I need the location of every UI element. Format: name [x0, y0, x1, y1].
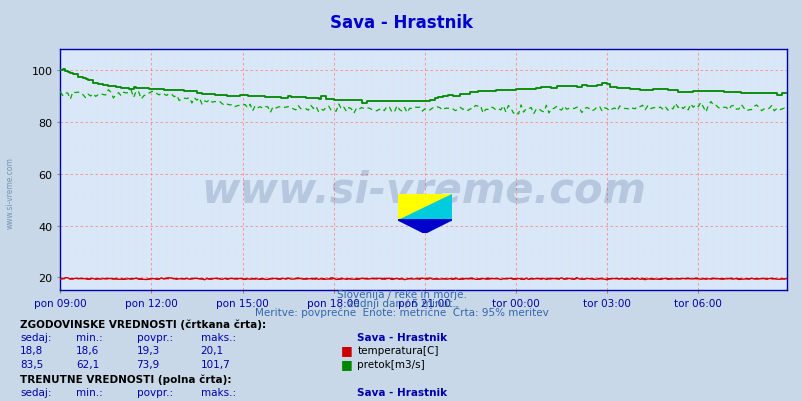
Text: www.si-vreme.com: www.si-vreme.com	[6, 157, 14, 228]
Text: 62,1: 62,1	[76, 359, 99, 369]
Text: temperatura[C]: temperatura[C]	[357, 346, 438, 355]
Text: min.:: min.:	[76, 332, 103, 342]
Text: Sava - Hrastnik: Sava - Hrastnik	[357, 332, 447, 342]
Text: Sava - Hrastnik: Sava - Hrastnik	[330, 14, 472, 32]
Text: 73,9: 73,9	[136, 359, 160, 369]
Text: ■: ■	[341, 357, 353, 370]
Text: Slovenija / reke in morje.: Slovenija / reke in morje.	[336, 290, 466, 300]
Text: ■: ■	[341, 399, 353, 401]
Text: Meritve: povprečne  Enote: metrične  Črta: 95% meritev: Meritve: povprečne Enote: metrične Črta:…	[254, 305, 548, 317]
Text: ZGODOVINSKE VREDNOSTI (črtkana črta):: ZGODOVINSKE VREDNOSTI (črtkana črta):	[20, 318, 266, 329]
Text: zadnji dan / 5 minut.: zadnji dan / 5 minut.	[347, 298, 455, 308]
Text: pretok[m3/s]: pretok[m3/s]	[357, 359, 424, 369]
Text: 20,1: 20,1	[200, 346, 224, 355]
Text: maks.:: maks.:	[200, 332, 236, 342]
Text: 18,8: 18,8	[20, 346, 43, 355]
Text: 18,6: 18,6	[76, 346, 99, 355]
Text: Sava - Hrastnik: Sava - Hrastnik	[357, 387, 447, 397]
Text: maks.:: maks.:	[200, 387, 236, 397]
Text: 83,5: 83,5	[20, 359, 43, 369]
Text: sedaj:: sedaj:	[20, 387, 51, 397]
Text: povpr.:: povpr.:	[136, 332, 172, 342]
Text: 101,7: 101,7	[200, 359, 230, 369]
Polygon shape	[397, 195, 452, 220]
Text: TRENUTNE VREDNOSTI (polna črta):: TRENUTNE VREDNOSTI (polna črta):	[20, 374, 231, 385]
Text: min.:: min.:	[76, 387, 103, 397]
Text: ■: ■	[341, 344, 353, 356]
Text: www.si-vreme.com: www.si-vreme.com	[200, 169, 646, 211]
Polygon shape	[397, 195, 452, 220]
Text: 19,3: 19,3	[136, 346, 160, 355]
Polygon shape	[397, 220, 452, 234]
Text: povpr.:: povpr.:	[136, 387, 172, 397]
Text: sedaj:: sedaj:	[20, 332, 51, 342]
